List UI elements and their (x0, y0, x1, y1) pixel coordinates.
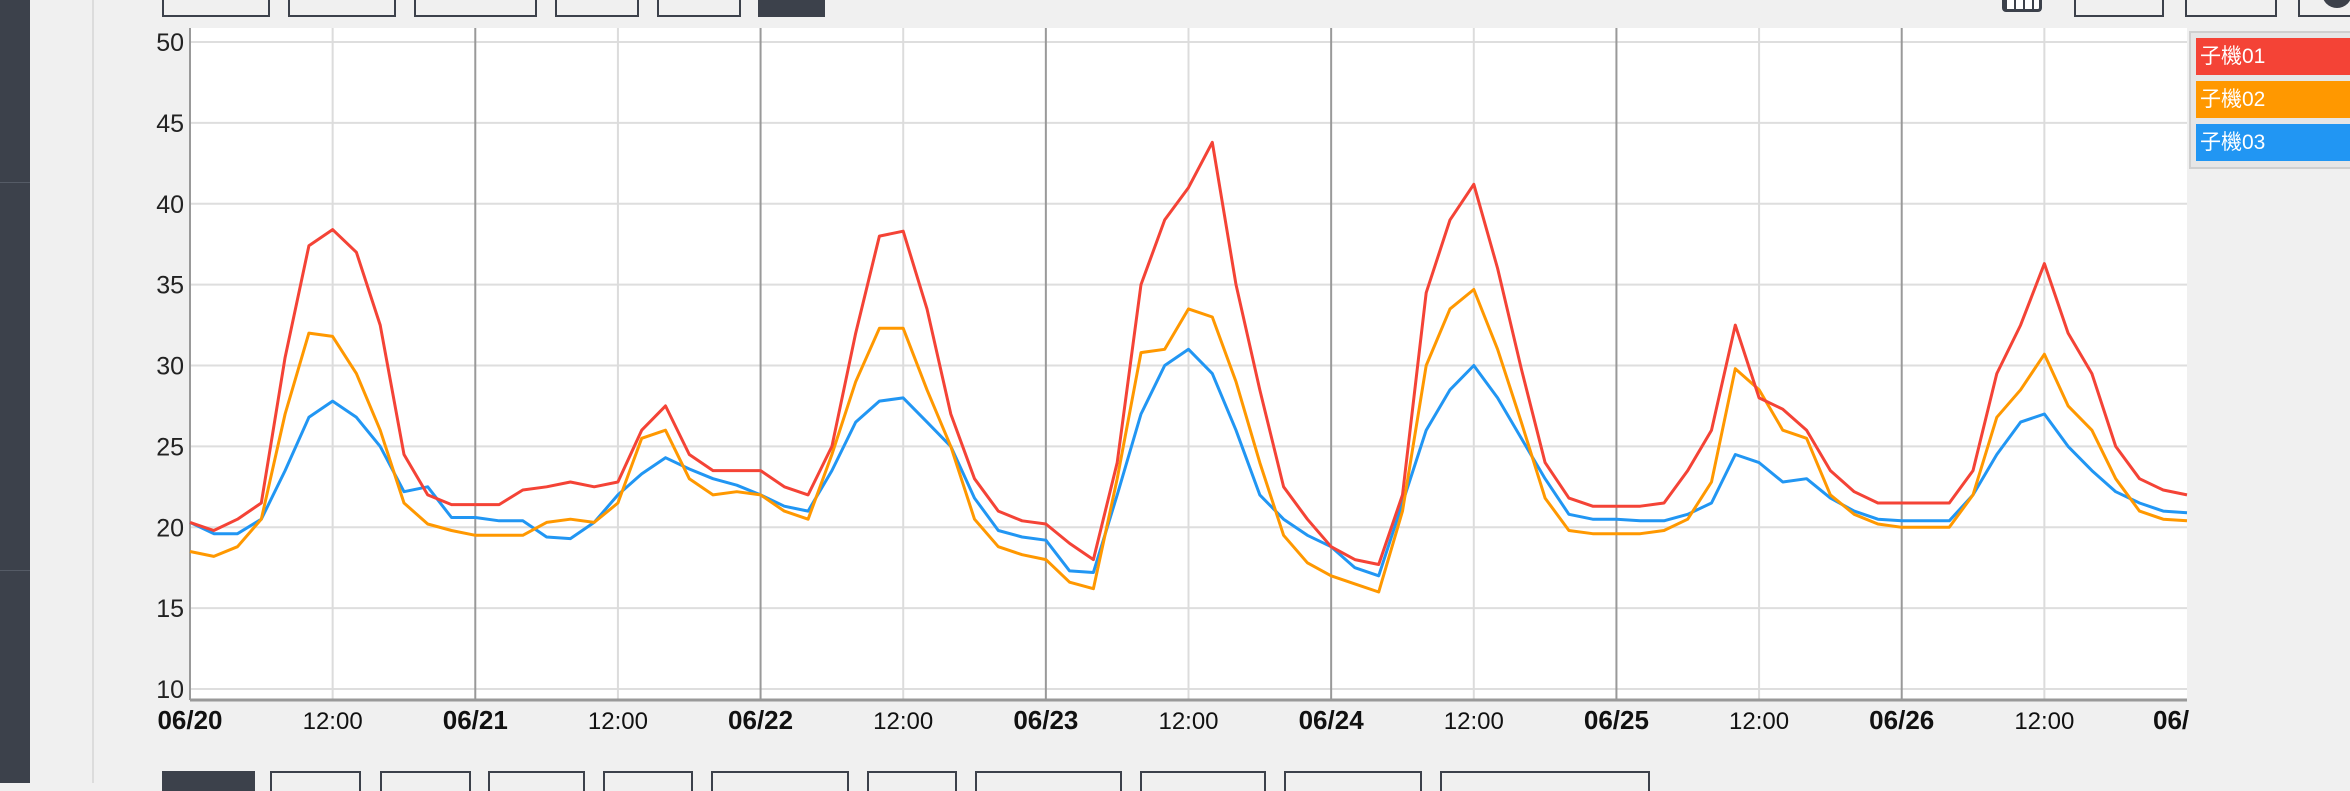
x-tick-label: 06/20 (157, 705, 222, 735)
x-tick-label: 12:00 (1444, 708, 1504, 735)
x-tick-label: 12:00 (1158, 708, 1218, 735)
range-button[interactable] (270, 771, 361, 791)
range-button-active[interactable] (162, 771, 255, 791)
legend-item-series03[interactable]: 子機03 (2196, 124, 2350, 161)
x-tick-label: 12:00 (873, 708, 933, 735)
range-button[interactable] (711, 771, 849, 791)
toolbar-button[interactable] (657, 0, 741, 17)
toolbar-button[interactable] (2298, 0, 2350, 17)
toolbar-button[interactable] (555, 0, 639, 17)
series-line-2 (189, 288, 2188, 594)
y-tick-label: 45 (156, 110, 184, 138)
toolbar-button[interactable] (414, 0, 537, 17)
toolbar-button[interactable] (162, 0, 270, 17)
y-tick-label: 40 (156, 191, 184, 219)
y-tick-label: 10 (156, 676, 184, 704)
legend: 子機01 子機02 子機03 (2189, 31, 2350, 169)
panel-divider (92, 0, 94, 783)
sidebar-divider (0, 570, 30, 571)
y-tick-label: 35 (156, 272, 184, 300)
y-tick-label: 30 (156, 353, 184, 381)
x-tick-label: 12:00 (588, 708, 648, 735)
x-tick-label: 06/22 (728, 705, 793, 735)
range-button[interactable] (603, 771, 693, 791)
y-tick-label: 50 (156, 29, 184, 57)
toolbar-button[interactable] (2074, 0, 2164, 17)
x-tick-label: 06/24 (1299, 705, 1365, 735)
series-line-3 (189, 347, 2188, 578)
x-tick-label: 06/23 (1013, 705, 1078, 735)
series-line-1 (189, 140, 2188, 566)
x-tick-label: 06/25 (1584, 705, 1649, 735)
sidebar-divider (0, 182, 30, 183)
x-tick-label: 12:00 (303, 708, 363, 735)
range-button[interactable] (488, 771, 585, 791)
range-button[interactable] (380, 771, 471, 791)
info-icon[interactable] (2322, 0, 2350, 8)
toolbar-button[interactable] (2185, 0, 2277, 17)
x-tick-label: 06/21 (443, 705, 508, 735)
x-tick-label: 06/26 (1869, 705, 1934, 735)
range-button[interactable] (1284, 771, 1422, 791)
toolbar-button-active[interactable] (758, 0, 825, 17)
toolbar-button[interactable] (288, 0, 396, 17)
range-button[interactable] (975, 771, 1122, 791)
legend-item-series01[interactable]: 子機01 (2196, 38, 2350, 75)
y-tick-label: 25 (156, 433, 184, 461)
x-tick-label: 12:00 (1729, 708, 1789, 735)
y-tick-label: 15 (156, 595, 184, 623)
calendar-icon[interactable] (2002, 0, 2042, 12)
legend-item-series02[interactable]: 子機02 (2196, 81, 2350, 118)
x-tick-label: 12:00 (2014, 708, 2074, 735)
range-button[interactable] (867, 771, 957, 791)
range-button[interactable] (1440, 771, 1650, 791)
range-button[interactable] (1140, 771, 1266, 791)
x-tick-label: 06/ (2153, 705, 2189, 735)
y-tick-label: 20 (156, 514, 184, 542)
sidebar (0, 0, 30, 783)
